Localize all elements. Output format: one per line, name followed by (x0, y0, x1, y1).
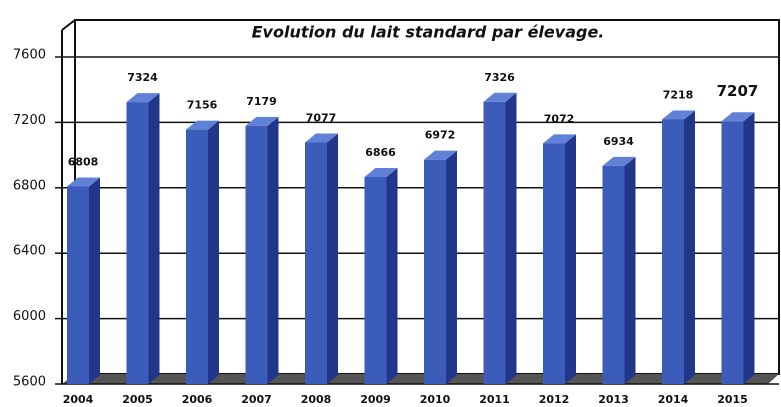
bar-side (505, 92, 517, 384)
y-tick-label: 6400 (13, 244, 46, 259)
y-tick-label: 6800 (13, 178, 46, 193)
bar (543, 143, 565, 384)
floor (62, 374, 779, 384)
bar (602, 165, 625, 384)
bar-side (446, 150, 457, 384)
bar-side (624, 156, 636, 384)
bar (662, 119, 684, 384)
bar-top (543, 134, 576, 144)
bar-side (743, 112, 755, 385)
value-label: 7179 (246, 95, 277, 108)
bar-side (684, 110, 695, 384)
bar (186, 129, 208, 384)
bar-side (327, 133, 338, 384)
x-tick-label: 2005 (122, 393, 153, 406)
chart-title: Evolution du lait standard par élevage. (252, 23, 605, 42)
bar-side (89, 177, 100, 384)
value-label: 7326 (484, 71, 515, 84)
x-tick-label: 2015 (717, 393, 748, 406)
bar (364, 177, 387, 384)
value-label: 7218 (663, 88, 694, 101)
bar-top (245, 116, 279, 126)
value-label: 7156 (187, 99, 218, 112)
y-tick-label: 5600 (13, 375, 46, 390)
x-tick-label: 2010 (420, 393, 451, 406)
bar-top (721, 112, 755, 122)
y-tick-label: 6000 (13, 309, 46, 324)
value-label: 6972 (425, 129, 456, 142)
bar-top (67, 177, 100, 187)
x-tick-label: 2014 (658, 393, 689, 406)
axis-top (61, 19, 76, 31)
bar-top (602, 156, 636, 166)
bar-top (662, 110, 695, 120)
bar-top (126, 93, 160, 103)
bar (721, 121, 744, 385)
y-tick-label: 7600 (13, 48, 46, 63)
bar (305, 142, 327, 384)
y-tick-label: 7200 (13, 113, 46, 128)
x-tick-label: 2009 (360, 393, 391, 406)
bar-top (424, 150, 457, 160)
bar-side (565, 134, 576, 384)
x-tick-label: 2004 (63, 393, 94, 406)
value-label: 7207 (717, 82, 759, 100)
value-label: 6866 (365, 146, 396, 159)
x-tick-label: 2011 (479, 393, 510, 406)
bar (245, 125, 268, 385)
bar-side (208, 120, 219, 385)
bar (126, 102, 149, 384)
bar-top (305, 133, 338, 143)
value-label: 6808 (68, 155, 99, 168)
x-tick-label: 2012 (539, 393, 570, 406)
value-label: 7077 (306, 112, 337, 125)
bar-side (148, 93, 160, 384)
bar (67, 186, 89, 384)
bar (483, 101, 506, 384)
value-label: 7324 (127, 71, 158, 84)
bar-side (267, 116, 279, 385)
bar-side (386, 168, 398, 384)
x-tick-label: 2013 (598, 393, 629, 406)
bar-top (364, 168, 398, 178)
x-tick-label: 2008 (301, 393, 332, 406)
value-label: 7072 (544, 112, 575, 125)
x-tick-label: 2007 (241, 393, 272, 406)
bar (424, 159, 446, 384)
bar-top (186, 120, 219, 130)
bar-top (483, 92, 517, 102)
x-tick-label: 2006 (182, 393, 213, 406)
value-label: 6934 (603, 135, 634, 148)
